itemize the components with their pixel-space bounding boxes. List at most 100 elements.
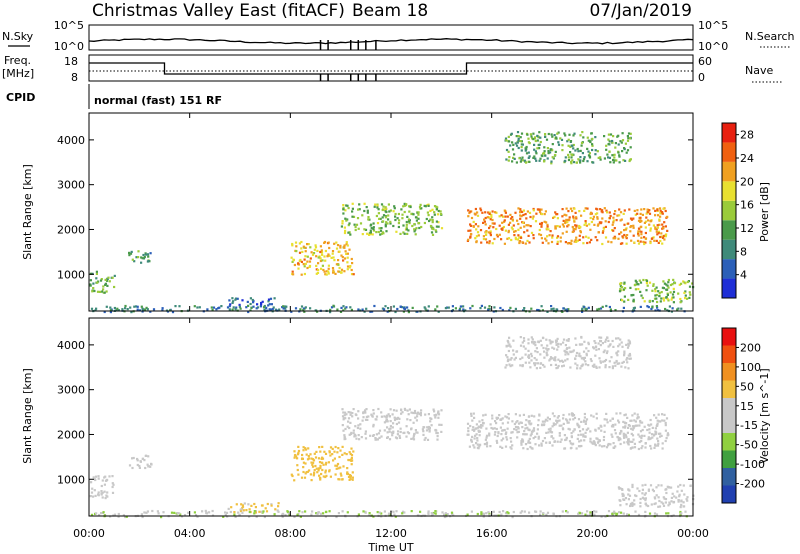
- data-cell: [300, 305, 304, 308]
- data-cell: [138, 466, 141, 469]
- data-cell: [568, 428, 571, 431]
- data-cell: [242, 509, 245, 512]
- data-cell: [425, 217, 428, 221]
- data-cell: [94, 309, 97, 312]
- data-cell: [481, 424, 484, 427]
- data-cell: [397, 430, 400, 433]
- data-cell: [273, 297, 276, 300]
- data-cell: [575, 226, 578, 229]
- data-cell: [196, 306, 199, 309]
- data-cell: [637, 242, 641, 245]
- data-cell: [517, 228, 520, 231]
- data-cell: [416, 412, 419, 415]
- data-cell: [345, 243, 348, 246]
- data-cell: [97, 491, 100, 494]
- data-cell: [493, 306, 496, 309]
- time-axis-ticks: 00:00 04:00 08:00 12:00 16:00 20:00 00:00: [73, 527, 709, 540]
- data-cell: [495, 422, 498, 425]
- data-cell: [658, 295, 661, 298]
- data-cell: [406, 409, 409, 412]
- data-cell: [328, 246, 331, 250]
- data-cell: [471, 304, 474, 308]
- data-cell: [122, 514, 125, 517]
- data-cell: [366, 209, 369, 212]
- data-cell: [320, 249, 323, 252]
- data-cell: [645, 212, 648, 215]
- data-cell: [579, 430, 582, 433]
- data-cell: [556, 132, 559, 135]
- data-cell: [650, 307, 653, 311]
- data-cell: [607, 156, 610, 159]
- data-cell: [476, 446, 479, 449]
- data-cell: [655, 228, 658, 231]
- data-cell: [506, 427, 509, 430]
- data-cell: [208, 511, 211, 514]
- data-cell: [683, 291, 686, 294]
- data-cell: [606, 211, 609, 214]
- data-cell: [488, 242, 491, 245]
- data-cell: [315, 255, 318, 258]
- data-cell: [601, 209, 604, 212]
- data-cell: [632, 309, 635, 312]
- data-cell: [255, 515, 258, 518]
- data-cell: [297, 453, 300, 456]
- data-cell: [277, 502, 280, 505]
- data-cell: [611, 423, 614, 427]
- data-cell: [504, 432, 507, 436]
- data-cell: [598, 444, 601, 447]
- data-cell: [523, 307, 526, 310]
- data-cell: [512, 156, 515, 159]
- data-cell: [230, 506, 233, 509]
- data-cell: [124, 307, 127, 310]
- data-cell: [324, 249, 327, 253]
- data-cell: [629, 286, 632, 289]
- data-cell: [533, 137, 536, 140]
- data-cell: [338, 250, 341, 253]
- data-cell: [409, 419, 412, 422]
- data-cell: [451, 512, 454, 515]
- data-cell: [352, 450, 355, 453]
- data-cell: [402, 224, 405, 227]
- data-cell: [657, 442, 660, 445]
- data-cell: [664, 429, 667, 432]
- data-cell: [643, 242, 646, 246]
- data-cell: [656, 309, 659, 312]
- data-cell: [664, 225, 667, 228]
- data-cell: [112, 483, 115, 486]
- colorbar-swatch: [722, 142, 736, 162]
- data-cell: [306, 458, 310, 461]
- data-cell: [590, 238, 593, 241]
- data-cell: [141, 257, 144, 260]
- data-cell: [612, 229, 615, 232]
- data-cell: [100, 290, 104, 293]
- data-cell: [621, 494, 624, 498]
- data-cell: [101, 479, 104, 482]
- data-cell: [538, 147, 541, 150]
- data-cell: [502, 429, 505, 432]
- data-cell: [666, 229, 669, 232]
- data-cell: [315, 450, 318, 453]
- data-cell: [301, 250, 304, 253]
- data-cell: [648, 281, 652, 284]
- data-cell: [435, 413, 438, 416]
- data-cell: [562, 225, 565, 228]
- data-cell: [587, 427, 590, 430]
- data-cell: [516, 238, 520, 241]
- data-cell: [526, 210, 529, 213]
- data-cell: [402, 205, 405, 208]
- data-cell: [509, 213, 512, 216]
- data-cell: [500, 439, 503, 442]
- data-cell: [564, 308, 567, 311]
- data-cell: [591, 143, 594, 146]
- data-cell: [121, 308, 124, 311]
- data-cell: [532, 427, 536, 430]
- data-cell: [129, 252, 133, 255]
- data-cell: [546, 157, 549, 160]
- data-cell: [567, 224, 570, 227]
- data-cell: [596, 308, 599, 311]
- data-cell: [504, 366, 507, 369]
- data-cell: [392, 409, 396, 412]
- data-cell: [536, 432, 539, 435]
- data-cell: [521, 241, 524, 244]
- data-cell: [473, 212, 476, 215]
